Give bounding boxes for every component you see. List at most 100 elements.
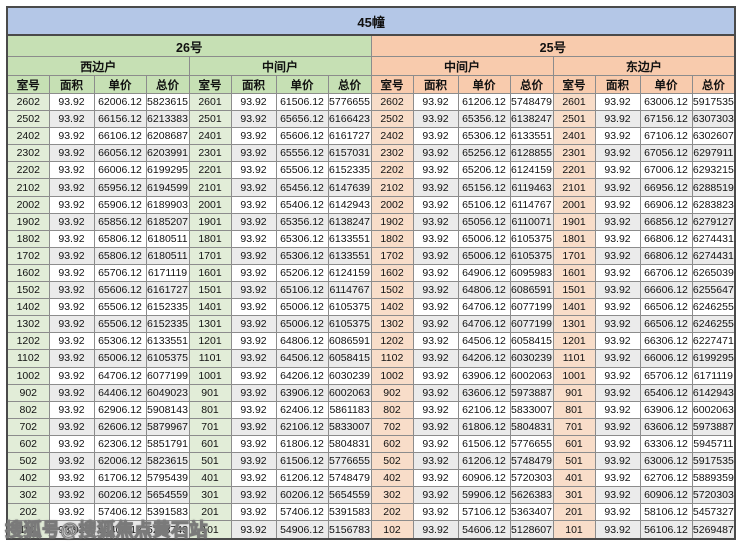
room-cell: 602 [370, 434, 414, 453]
total-price-cell: 6002063 [691, 400, 736, 419]
total-price-cell: 6124159 [509, 161, 554, 180]
unit-price-cell: 62706.12 [639, 469, 693, 488]
area-cell: 93.92 [48, 383, 95, 402]
total-price-cell: 6185207 [145, 212, 190, 231]
total-price-cell: 6114767 [509, 195, 554, 214]
table-row: 202 93.92 57406.12 5391583 201 93.92 57406.12 5… [6, 503, 736, 522]
table-row: 1702 93.92 65806.12 6180511 1701 93.92 65306.1… [6, 246, 736, 265]
room-cell: 301 [188, 486, 232, 505]
area-col-header: 面积 [48, 75, 95, 94]
area-cell: 93.92 [230, 263, 277, 283]
total-price-cell: 6161727 [145, 281, 190, 300]
room-cell: 801 [188, 400, 232, 419]
area-cell: 93.92 [594, 400, 641, 419]
area-cell: 93.92 [594, 332, 641, 351]
room-cell: 601 [552, 434, 596, 453]
room-cell: 2302 [6, 144, 50, 163]
room-cell: 2202 [6, 161, 50, 180]
room-cell: 1102 [6, 349, 50, 368]
unit-price-cell: 60206.12 [275, 486, 329, 505]
unit-price-cell: 65306.12 [275, 246, 329, 265]
total-price-cell: 5748479 [327, 469, 372, 488]
room-cell: 101 [188, 520, 232, 540]
area-cell: 93.92 [412, 144, 459, 163]
room-cell: 1402 [370, 298, 414, 317]
area-cell: 93.92 [230, 229, 277, 248]
area-cell: 93.92 [412, 383, 459, 402]
area-cell: 93.92 [412, 246, 459, 265]
unit-price-cell: 66056.12 [93, 144, 147, 163]
room-cell: 1602 [370, 263, 414, 283]
room-cell: 1901 [188, 212, 232, 231]
total-price-cell: 6030239 [509, 349, 554, 368]
total-price-cell: 6203991 [145, 144, 190, 163]
room-cell: 101 [552, 520, 596, 540]
unit-price-cell: 63906.12 [275, 383, 329, 402]
room-cell: 2002 [370, 195, 414, 214]
unit-price-cell: 63606.12 [639, 417, 693, 436]
unit-price-cell: 65156.12 [457, 178, 511, 197]
room-cell: 1501 [188, 281, 232, 300]
unit-price-cell: 65206.12 [275, 263, 329, 283]
area-cell: 93.92 [230, 486, 277, 505]
unit-price-cell: 65906.12 [93, 195, 147, 214]
area-cell: 93.92 [48, 144, 95, 163]
room-cell: 502 [6, 451, 50, 471]
unit-price-cell: 54606.12 [457, 520, 511, 540]
room-cell: 1401 [552, 298, 596, 317]
room-col-header: 室号 [552, 75, 596, 94]
room-cell: 1001 [552, 366, 596, 385]
building-25-header: 25号 [370, 34, 736, 57]
total-price-cell: 6058415 [509, 332, 554, 351]
area-cell: 93.92 [48, 503, 95, 522]
area-cell: 93.92 [230, 281, 277, 300]
table-row: 2502 93.92 66156.12 6213383 2501 93.92 65656.1… [6, 110, 736, 129]
unit-price-cell: 64806.12 [275, 332, 329, 351]
unit-price-cell: 65006.12 [457, 246, 511, 265]
table-row: 2002 93.92 65906.12 6189903 2001 93.92 65406.1… [6, 195, 736, 214]
total-price-cell: 5776655 [327, 451, 372, 471]
room-cell: 1901 [552, 212, 596, 231]
area-cell: 93.92 [48, 195, 95, 214]
unit-price-cell: 61206.12 [275, 469, 329, 488]
unit-price-cell: 62006.12 [93, 451, 147, 471]
unit-price-cell: 64206.12 [457, 349, 511, 368]
unit-price-cell: 66956.12 [639, 178, 693, 197]
room-cell: 1002 [6, 366, 50, 385]
unit-price-cell: 64406.12 [93, 383, 147, 402]
unit-price-cell: 62106.12 [275, 417, 329, 436]
unit-price-cell: 65806.12 [93, 229, 147, 248]
total-price-cell: 6213383 [145, 110, 190, 129]
area-cell: 93.92 [48, 486, 95, 505]
room-cell: 802 [6, 400, 50, 419]
total-price-cell: 6049023 [145, 383, 190, 402]
room-cell: 202 [6, 503, 50, 522]
area-cell: 93.92 [594, 503, 641, 522]
room-cell: 1002 [370, 366, 414, 385]
building-26-header: 26号 [6, 34, 372, 57]
unit-price-cell: 66006.12 [639, 349, 693, 368]
area-cell: 93.92 [48, 212, 95, 231]
room-cell: 2301 [552, 144, 596, 163]
total-price-cell: 6166423 [327, 110, 372, 129]
room-cell: 2601 [552, 92, 596, 112]
room-cell: 602 [6, 434, 50, 453]
total-price-cell: 6152335 [327, 161, 372, 180]
area-cell: 93.92 [48, 298, 95, 317]
unit-price-cell: 66106.12 [93, 127, 147, 146]
unit-price-cell: 64706.12 [457, 298, 511, 317]
total-price-cell: 5889359 [691, 469, 736, 488]
unit-price-cell: 60906.12 [457, 469, 511, 488]
table-row: 2202 93.92 66006.12 6199295 2201 93.92 65506.1… [6, 161, 736, 180]
area-cell: 93.92 [412, 110, 459, 129]
table-row: 1802 93.92 65806.12 6180511 1801 93.92 65306.1… [6, 229, 736, 248]
area-cell: 93.92 [48, 263, 95, 283]
area-cell: 93.92 [48, 400, 95, 419]
total-price-cell: 5908143 [145, 400, 190, 419]
table-row: 302 93.92 60206.12 5654559 301 93.92 60206.12 5… [6, 486, 736, 505]
unit-price-cell: 59906.12 [457, 486, 511, 505]
area-cell: 93.92 [230, 520, 277, 540]
room-cell: 1601 [188, 263, 232, 283]
unit-price-cell: 65306.12 [457, 127, 511, 146]
area-cell: 93.92 [48, 229, 95, 248]
